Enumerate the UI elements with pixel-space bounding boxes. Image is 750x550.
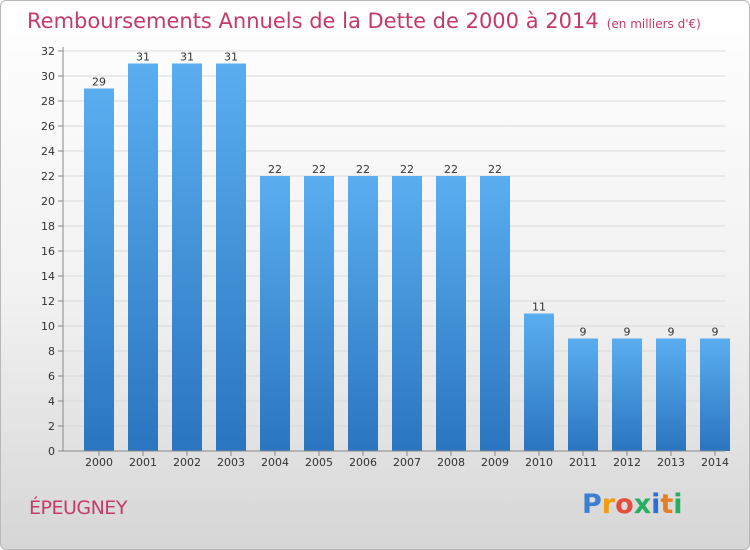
y-tick-label: 16 [41, 245, 55, 258]
x-tick-label: 2013 [657, 456, 685, 469]
chart-title: Remboursements Annuels de la Dette de 20… [27, 9, 701, 33]
logo-letter: i [651, 489, 661, 520]
bar [348, 176, 378, 451]
data-label: 22 [312, 163, 326, 176]
logo-letter: r [601, 489, 616, 520]
y-tick-label: 14 [41, 270, 55, 283]
y-tick-label: 10 [41, 320, 55, 333]
bar [84, 88, 114, 451]
bar [172, 63, 202, 451]
x-tick-label: 2003 [217, 456, 245, 469]
y-tick-label: 6 [48, 370, 55, 383]
y-tick-label: 4 [48, 395, 55, 408]
bar [128, 63, 158, 451]
data-label: 31 [224, 51, 238, 64]
x-tick-label: 2012 [613, 456, 641, 469]
chart-subtitle: (en milliers d'€) [606, 17, 701, 31]
bar [480, 176, 510, 451]
x-tick-label: 2002 [173, 456, 201, 469]
y-tick-label: 8 [48, 345, 55, 358]
bar [700, 338, 730, 451]
proxiti-logo: Proxiti [582, 489, 683, 520]
x-tick-label: 2000 [85, 456, 113, 469]
logo-letter: o [615, 489, 634, 520]
bar [524, 313, 554, 451]
y-tick-label: 28 [41, 95, 55, 108]
logo-letter: t [660, 489, 674, 520]
y-tick-label: 22 [41, 170, 55, 183]
bar [216, 63, 246, 451]
data-label: 9 [668, 326, 675, 339]
bar [304, 176, 334, 451]
y-tick-label: 30 [41, 70, 55, 83]
logo-letter: i [673, 489, 683, 520]
logo-letter: x [633, 489, 652, 520]
x-tick-label: 2010 [525, 456, 553, 469]
data-label: 31 [136, 51, 150, 64]
x-tick-label: 2011 [569, 456, 597, 469]
data-label: 31 [180, 51, 194, 64]
bar [436, 176, 466, 451]
y-tick-label: 32 [41, 45, 55, 58]
y-tick-label: 0 [48, 445, 55, 458]
data-label: 22 [356, 163, 370, 176]
x-tick-label: 2004 [261, 456, 289, 469]
x-tick-label: 2014 [701, 456, 729, 469]
chart-title-text: Remboursements Annuels de la Dette de 20… [27, 9, 599, 33]
bar [568, 338, 598, 451]
data-label: 22 [400, 163, 414, 176]
x-tick-label: 2006 [349, 456, 377, 469]
y-tick-label: 12 [41, 295, 55, 308]
bar [260, 176, 290, 451]
data-label: 29 [92, 76, 106, 89]
y-tick-label: 20 [41, 195, 55, 208]
bars-layer: 29 31 31 31 22 22 22 22 22 22 11 9 9 9 9 [84, 51, 730, 451]
y-tick-label: 26 [41, 120, 55, 133]
data-label: 9 [580, 326, 587, 339]
y-tick-label: 2 [48, 420, 55, 433]
x-tick-label: 2008 [437, 456, 465, 469]
bar [392, 176, 422, 451]
x-tick-label: 2007 [393, 456, 421, 469]
data-label: 11 [532, 301, 546, 314]
data-label: 9 [624, 326, 631, 339]
data-label: 9 [712, 326, 719, 339]
x-tick-label: 2005 [305, 456, 333, 469]
data-label: 22 [488, 163, 502, 176]
bar [656, 338, 686, 451]
logo-letter: P [582, 489, 602, 520]
x-tick-label: 2009 [481, 456, 509, 469]
y-tick-label: 18 [41, 220, 55, 233]
y-tick-label: 24 [41, 145, 55, 158]
x-tick-label: 2001 [129, 456, 157, 469]
bar [612, 338, 642, 451]
data-label: 22 [268, 163, 282, 176]
commune-name: ÉPEUGNEY [29, 497, 127, 519]
data-label: 22 [444, 163, 458, 176]
